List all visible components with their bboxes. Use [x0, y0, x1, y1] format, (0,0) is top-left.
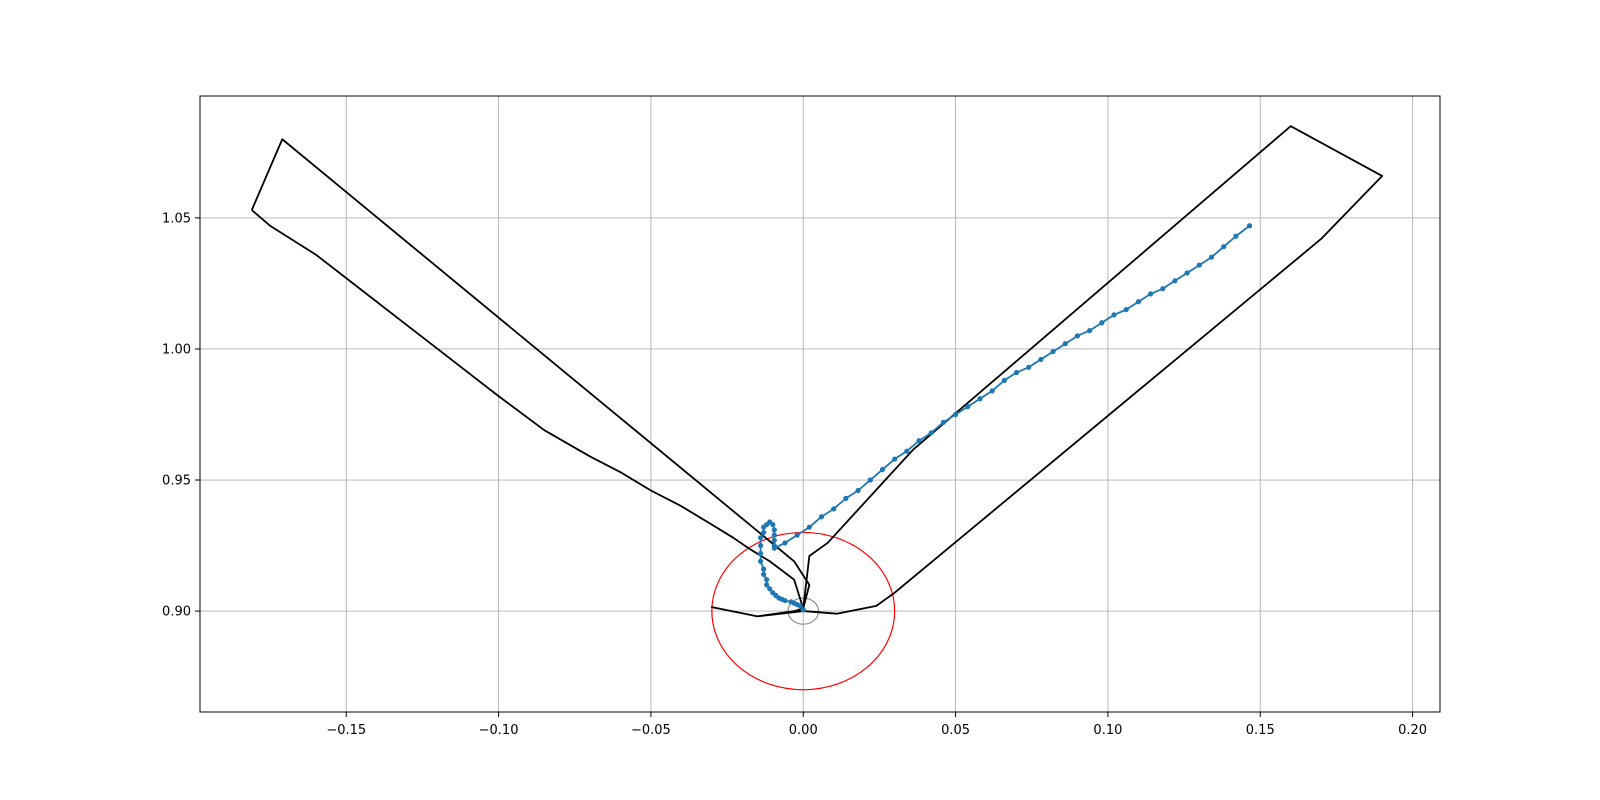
trajectory-point	[1172, 278, 1178, 284]
trajectory-point	[770, 590, 776, 596]
trajectory-point	[1160, 286, 1166, 292]
trajectory-point	[1038, 356, 1044, 363]
trajectory-point	[977, 396, 983, 402]
x-tick-label: −0.10	[479, 723, 519, 738]
y-tick-label: 1.00	[162, 342, 191, 357]
trajectory-point	[940, 419, 946, 425]
x-tick-label: −0.15	[326, 723, 366, 738]
trajectory-point	[1233, 233, 1239, 239]
trajectory-point	[770, 521, 776, 528]
plot-area	[250, 125, 1384, 691]
trajectory-point	[1099, 320, 1105, 326]
trajectory-point	[794, 532, 800, 538]
x-tick-label: 0.05	[941, 723, 970, 738]
trajectory-point	[788, 599, 794, 605]
trajectory-point	[867, 477, 873, 483]
grid	[200, 96, 1440, 712]
x-tick-label: 0.20	[1398, 723, 1427, 738]
trajectory-point	[771, 537, 777, 543]
trajectory-point	[1184, 270, 1190, 276]
trajectory-point	[1111, 312, 1117, 318]
y-tick-label: 1.05	[162, 211, 191, 226]
outline-line	[250, 125, 1384, 618]
trajectory-point	[1135, 299, 1141, 305]
trajectory-point	[928, 430, 934, 436]
trajectory-point	[965, 404, 971, 410]
trajectory-point	[767, 586, 773, 592]
x-axis: −0.15 −0.10 −0.05 0.00 0.05 0.10 0.15 0.20	[326, 712, 1427, 738]
trajectory-point	[1050, 348, 1056, 355]
trajectory-point	[1123, 307, 1129, 313]
trajectory-point	[757, 550, 764, 557]
trajectory-point	[761, 529, 767, 536]
trajectory-point	[1074, 333, 1081, 339]
trajectory-point	[757, 558, 764, 564]
y-tick-label: 0.90	[162, 605, 191, 620]
trajectory-point	[1001, 377, 1007, 384]
trajectory-point	[952, 411, 959, 418]
trajectory-point	[818, 514, 825, 520]
y-axis: 0.90 0.95 1.00 1.05	[162, 211, 200, 620]
trajectory-point	[771, 545, 777, 551]
trajectory-point	[1026, 364, 1032, 370]
trajectory-point	[843, 495, 849, 501]
trajectory-point	[1221, 244, 1227, 250]
trajectory-point	[916, 438, 922, 444]
trajectory-point	[764, 582, 770, 588]
x-tick-label: 0.15	[1246, 723, 1275, 738]
axes-frame	[199, 95, 1441, 713]
trajectory-point	[771, 527, 777, 533]
trajectory-point	[1147, 291, 1154, 297]
trajectory-point	[761, 566, 767, 572]
trajectory-point	[800, 607, 806, 613]
target-circle	[711, 531, 896, 691]
trajectory-point	[757, 542, 764, 549]
trajectory-point	[831, 506, 837, 512]
trajectory-point	[782, 540, 788, 546]
trajectory-point	[892, 456, 898, 462]
trajectory-point	[1062, 341, 1068, 347]
trajectory-point	[764, 577, 770, 583]
trajectory-point	[806, 524, 812, 530]
trajectory-point	[1013, 369, 1020, 376]
trajectory-point	[855, 487, 861, 494]
trajectory-point	[989, 388, 995, 394]
x-tick-label: 0.00	[789, 723, 818, 738]
trajectory-point	[761, 571, 767, 577]
trajectory-point	[879, 466, 886, 473]
trajectory-point	[757, 535, 764, 541]
trajectory-point	[1196, 262, 1202, 268]
trajectory-point	[1246, 223, 1253, 229]
trajectory-point	[1087, 328, 1093, 334]
trajectory-point	[904, 448, 910, 454]
x-tick-label: −0.05	[631, 723, 671, 738]
trajectory-point	[1208, 254, 1215, 260]
trajectory-point	[771, 532, 777, 538]
y-tick-label: 0.95	[162, 474, 191, 489]
x-tick-label: 0.10	[1093, 723, 1122, 738]
